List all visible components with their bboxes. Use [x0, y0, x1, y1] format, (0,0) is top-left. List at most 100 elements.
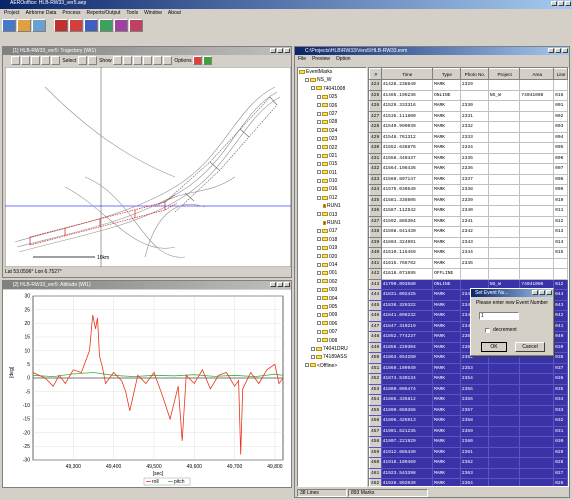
- expand-toggle-icon[interactable]: [317, 279, 321, 284]
- column-header[interactable]: Type: [431, 68, 461, 80]
- expand-toggle-icon[interactable]: [317, 145, 321, 150]
- tree-item[interactable]: 013: [299, 211, 366, 219]
- column-header[interactable]: WP: [567, 68, 568, 80]
- select-rect-icon[interactable]: [77, 56, 87, 65]
- att-max-button[interactable]: [277, 282, 283, 287]
- table-row[interactable]: 429 41546.761312 MARK 2333 004: [369, 131, 568, 143]
- expand-toggle-icon[interactable]: [317, 321, 321, 326]
- table-row[interactable]: 433 41569.897147 MARK 2337 008: [369, 173, 568, 185]
- menu-reports-output[interactable]: Reports/Output: [86, 10, 121, 16]
- expand-toggle-icon[interactable]: [317, 329, 321, 334]
- expand-toggle-icon[interactable]: [317, 178, 321, 183]
- tree-item[interactable]: RUN1: [299, 202, 366, 210]
- column-header[interactable]: Time: [380, 68, 433, 80]
- menu-window[interactable]: Window: [144, 10, 162, 16]
- expand-toggle-icon[interactable]: [317, 120, 321, 125]
- traj-max-button[interactable]: [277, 48, 283, 53]
- table-row[interactable]: 428 41540.999039 MARK 2332 003: [369, 121, 568, 133]
- process-icon[interactable]: [32, 19, 46, 32]
- column-header[interactable]: Photo No.: [459, 68, 489, 80]
- table-row[interactable]: 450 41863.654260 MARK 2352 038: [369, 352, 568, 364]
- tree-item[interactable]: 010: [299, 177, 366, 185]
- expand-toggle-icon[interactable]: [317, 212, 321, 217]
- show-photos-icon[interactable]: [142, 56, 152, 65]
- expand-toggle-icon[interactable]: [317, 262, 321, 267]
- expand-toggle-icon[interactable]: [317, 287, 321, 292]
- ev-min-button[interactable]: [548, 48, 554, 53]
- att-min-button[interactable]: [270, 282, 276, 287]
- tree-item[interactable]: 001: [299, 269, 366, 277]
- table-row[interactable]: 434 41575.039549 MARK 2338 009: [369, 184, 568, 196]
- tree-item[interactable]: 009: [299, 311, 366, 319]
- table-row[interactable]: 424 41428.238840 MARK 2329: [369, 79, 568, 91]
- show-grid-icon[interactable]: [112, 56, 122, 65]
- tree-item[interactable]: 023: [299, 135, 366, 143]
- expand-toggle-icon[interactable]: [317, 237, 321, 242]
- expand-toggle-icon[interactable]: [317, 136, 321, 141]
- tree-item[interactable]: 014: [299, 261, 366, 269]
- show-labels-icon[interactable]: [162, 56, 172, 65]
- table-row[interactable]: 457 41901.521235 MARK 2359 031: [369, 425, 568, 437]
- tree-item[interactable]: 025: [299, 93, 366, 101]
- tree-item[interactable]: 021: [299, 152, 366, 160]
- table-row[interactable]: 431 41558.440437 MARK 2335 006: [369, 152, 568, 164]
- show-lines-icon[interactable]: [122, 56, 132, 65]
- minimize-button[interactable]: [551, 1, 557, 6]
- pan-icon[interactable]: [41, 56, 50, 65]
- dialog-min-button[interactable]: [532, 290, 538, 295]
- table-row[interactable]: 455 41890.669366 MARK 2357 033: [369, 404, 568, 416]
- tree-item[interactable]: 020: [299, 253, 366, 261]
- expand-toggle-icon[interactable]: [311, 86, 315, 91]
- table-row[interactable]: 453 41880.005474 MARK 2355 035: [369, 383, 568, 395]
- tree-item[interactable]: 024: [299, 127, 366, 135]
- expand-toggle-icon[interactable]: [317, 111, 321, 116]
- table-row[interactable]: 460 41918.109469 MARK 2362 028: [369, 457, 568, 469]
- table-row[interactable]: 432 41564.108436 MARK 2336 007: [369, 163, 568, 175]
- photo-centers-icon[interactable]: [98, 19, 113, 32]
- menu-about[interactable]: About: [167, 10, 181, 16]
- select-poly-icon[interactable]: [87, 56, 97, 65]
- menu-tools[interactable]: Tools: [126, 10, 139, 16]
- table-row[interactable]: 441 41615.766782 MARK 2345: [369, 257, 568, 269]
- report-icon[interactable]: [113, 19, 128, 32]
- ev-close-button[interactable]: [562, 48, 568, 53]
- tree-item[interactable]: 004: [299, 295, 366, 303]
- expand-toggle-icon[interactable]: [317, 254, 321, 259]
- menu-airborne-data[interactable]: Airborne Data: [25, 10, 57, 16]
- column-header[interactable]: #: [369, 68, 382, 80]
- cancel-button[interactable]: Cancel: [515, 342, 545, 352]
- expand-toggle-icon[interactable]: [317, 153, 321, 158]
- column-header[interactable]: Project: [487, 68, 521, 80]
- open-project-icon[interactable]: [2, 19, 16, 32]
- tree-item[interactable]: 005: [299, 303, 366, 311]
- event-number-input[interactable]: [479, 312, 519, 320]
- zoom-in-icon[interactable]: [11, 56, 20, 65]
- expand-toggle-icon[interactable]: [317, 187, 321, 192]
- menu-project[interactable]: Project: [4, 10, 20, 16]
- tree-item[interactable]: 007: [299, 328, 366, 336]
- dialog-close-button[interactable]: [546, 290, 552, 295]
- tree-item[interactable]: 019: [299, 244, 366, 252]
- table-row[interactable]: 426 41529.333316 MARK 2330 001: [369, 100, 568, 112]
- tree-item[interactable]: <Offline>: [299, 362, 366, 370]
- show-area-icon[interactable]: [152, 56, 162, 65]
- decrement-checkbox[interactable]: [485, 327, 490, 333]
- events-menu-option[interactable]: Option: [335, 56, 351, 62]
- table-row[interactable]: 437 41592.885304 MARK 2341 012: [369, 215, 568, 227]
- table-row[interactable]: 438 41598.641430 MARK 2342 013: [369, 226, 568, 238]
- table-row[interactable]: 427 41535.111800 MARK 2331 002: [369, 110, 568, 122]
- tree-item[interactable]: 017: [299, 227, 366, 235]
- show-marks-icon[interactable]: [132, 56, 142, 65]
- expand-toggle-icon[interactable]: [311, 346, 315, 351]
- expand-toggle-icon[interactable]: [317, 313, 321, 317]
- table-row[interactable]: 452 41874.539134 MARK 2354 036: [369, 373, 568, 385]
- grid-tool-icon[interactable]: [128, 19, 143, 32]
- events-menu-file[interactable]: File: [298, 56, 307, 62]
- zoom-minus-icon[interactable]: [31, 56, 40, 65]
- table-row[interactable]: 425 41465.199236 ONLINE NS_W 74041008 016: [369, 89, 568, 101]
- table-row[interactable]: 456 41896.425913 MARK 2358 032: [369, 415, 568, 427]
- table-row[interactable]: 439 41604.324991 MARK 2343 014: [369, 236, 568, 248]
- table-row[interactable]: 435 41581.335605 MARK 2339 010: [369, 194, 568, 206]
- save-icon[interactable]: [17, 19, 31, 32]
- column-header[interactable]: Area: [519, 68, 555, 80]
